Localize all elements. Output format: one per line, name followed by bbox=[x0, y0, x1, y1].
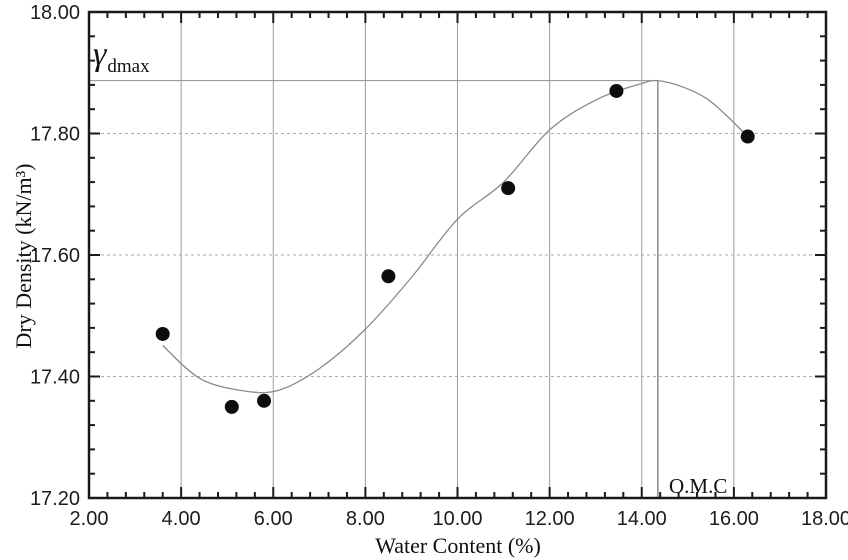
x-tick-label: 16.00 bbox=[709, 508, 759, 530]
y-tick-label: 17.60 bbox=[30, 245, 80, 267]
x-tick-label: 18.00 bbox=[801, 508, 848, 530]
x-tick-label: 8.00 bbox=[346, 508, 385, 530]
x-tick-label: 12.00 bbox=[525, 508, 575, 530]
data-point bbox=[381, 269, 396, 284]
data-point bbox=[740, 129, 755, 144]
x-tick-label: 14.00 bbox=[617, 508, 667, 530]
y-tick-label: 17.40 bbox=[30, 367, 80, 389]
gamma-dmax-subscript: dmax bbox=[107, 56, 150, 77]
x-tick-label: 6.00 bbox=[254, 508, 293, 530]
fit-curve bbox=[162, 79, 749, 394]
data-point bbox=[224, 399, 239, 414]
x-axis-title: Water Content (%) bbox=[375, 533, 541, 558]
x-tick-label: 10.00 bbox=[432, 508, 482, 530]
y-tick-label: 17.20 bbox=[30, 488, 80, 510]
data-point bbox=[257, 393, 272, 408]
x-tick-label: 4.00 bbox=[162, 508, 201, 530]
y-tick-label: 18.00 bbox=[30, 2, 80, 24]
data-point bbox=[609, 83, 624, 98]
y-tick-label: 17.80 bbox=[30, 124, 80, 146]
gamma-symbol: γ bbox=[93, 36, 107, 73]
x-tick-label: 2.00 bbox=[70, 508, 109, 530]
data-point bbox=[155, 326, 170, 341]
omc-annotation: O.M.C bbox=[669, 474, 728, 498]
y-axis-title: Dry Density (kN/m³) bbox=[11, 163, 36, 349]
data-point bbox=[501, 181, 516, 196]
gamma-dmax-annotation: γdmax bbox=[93, 36, 150, 77]
